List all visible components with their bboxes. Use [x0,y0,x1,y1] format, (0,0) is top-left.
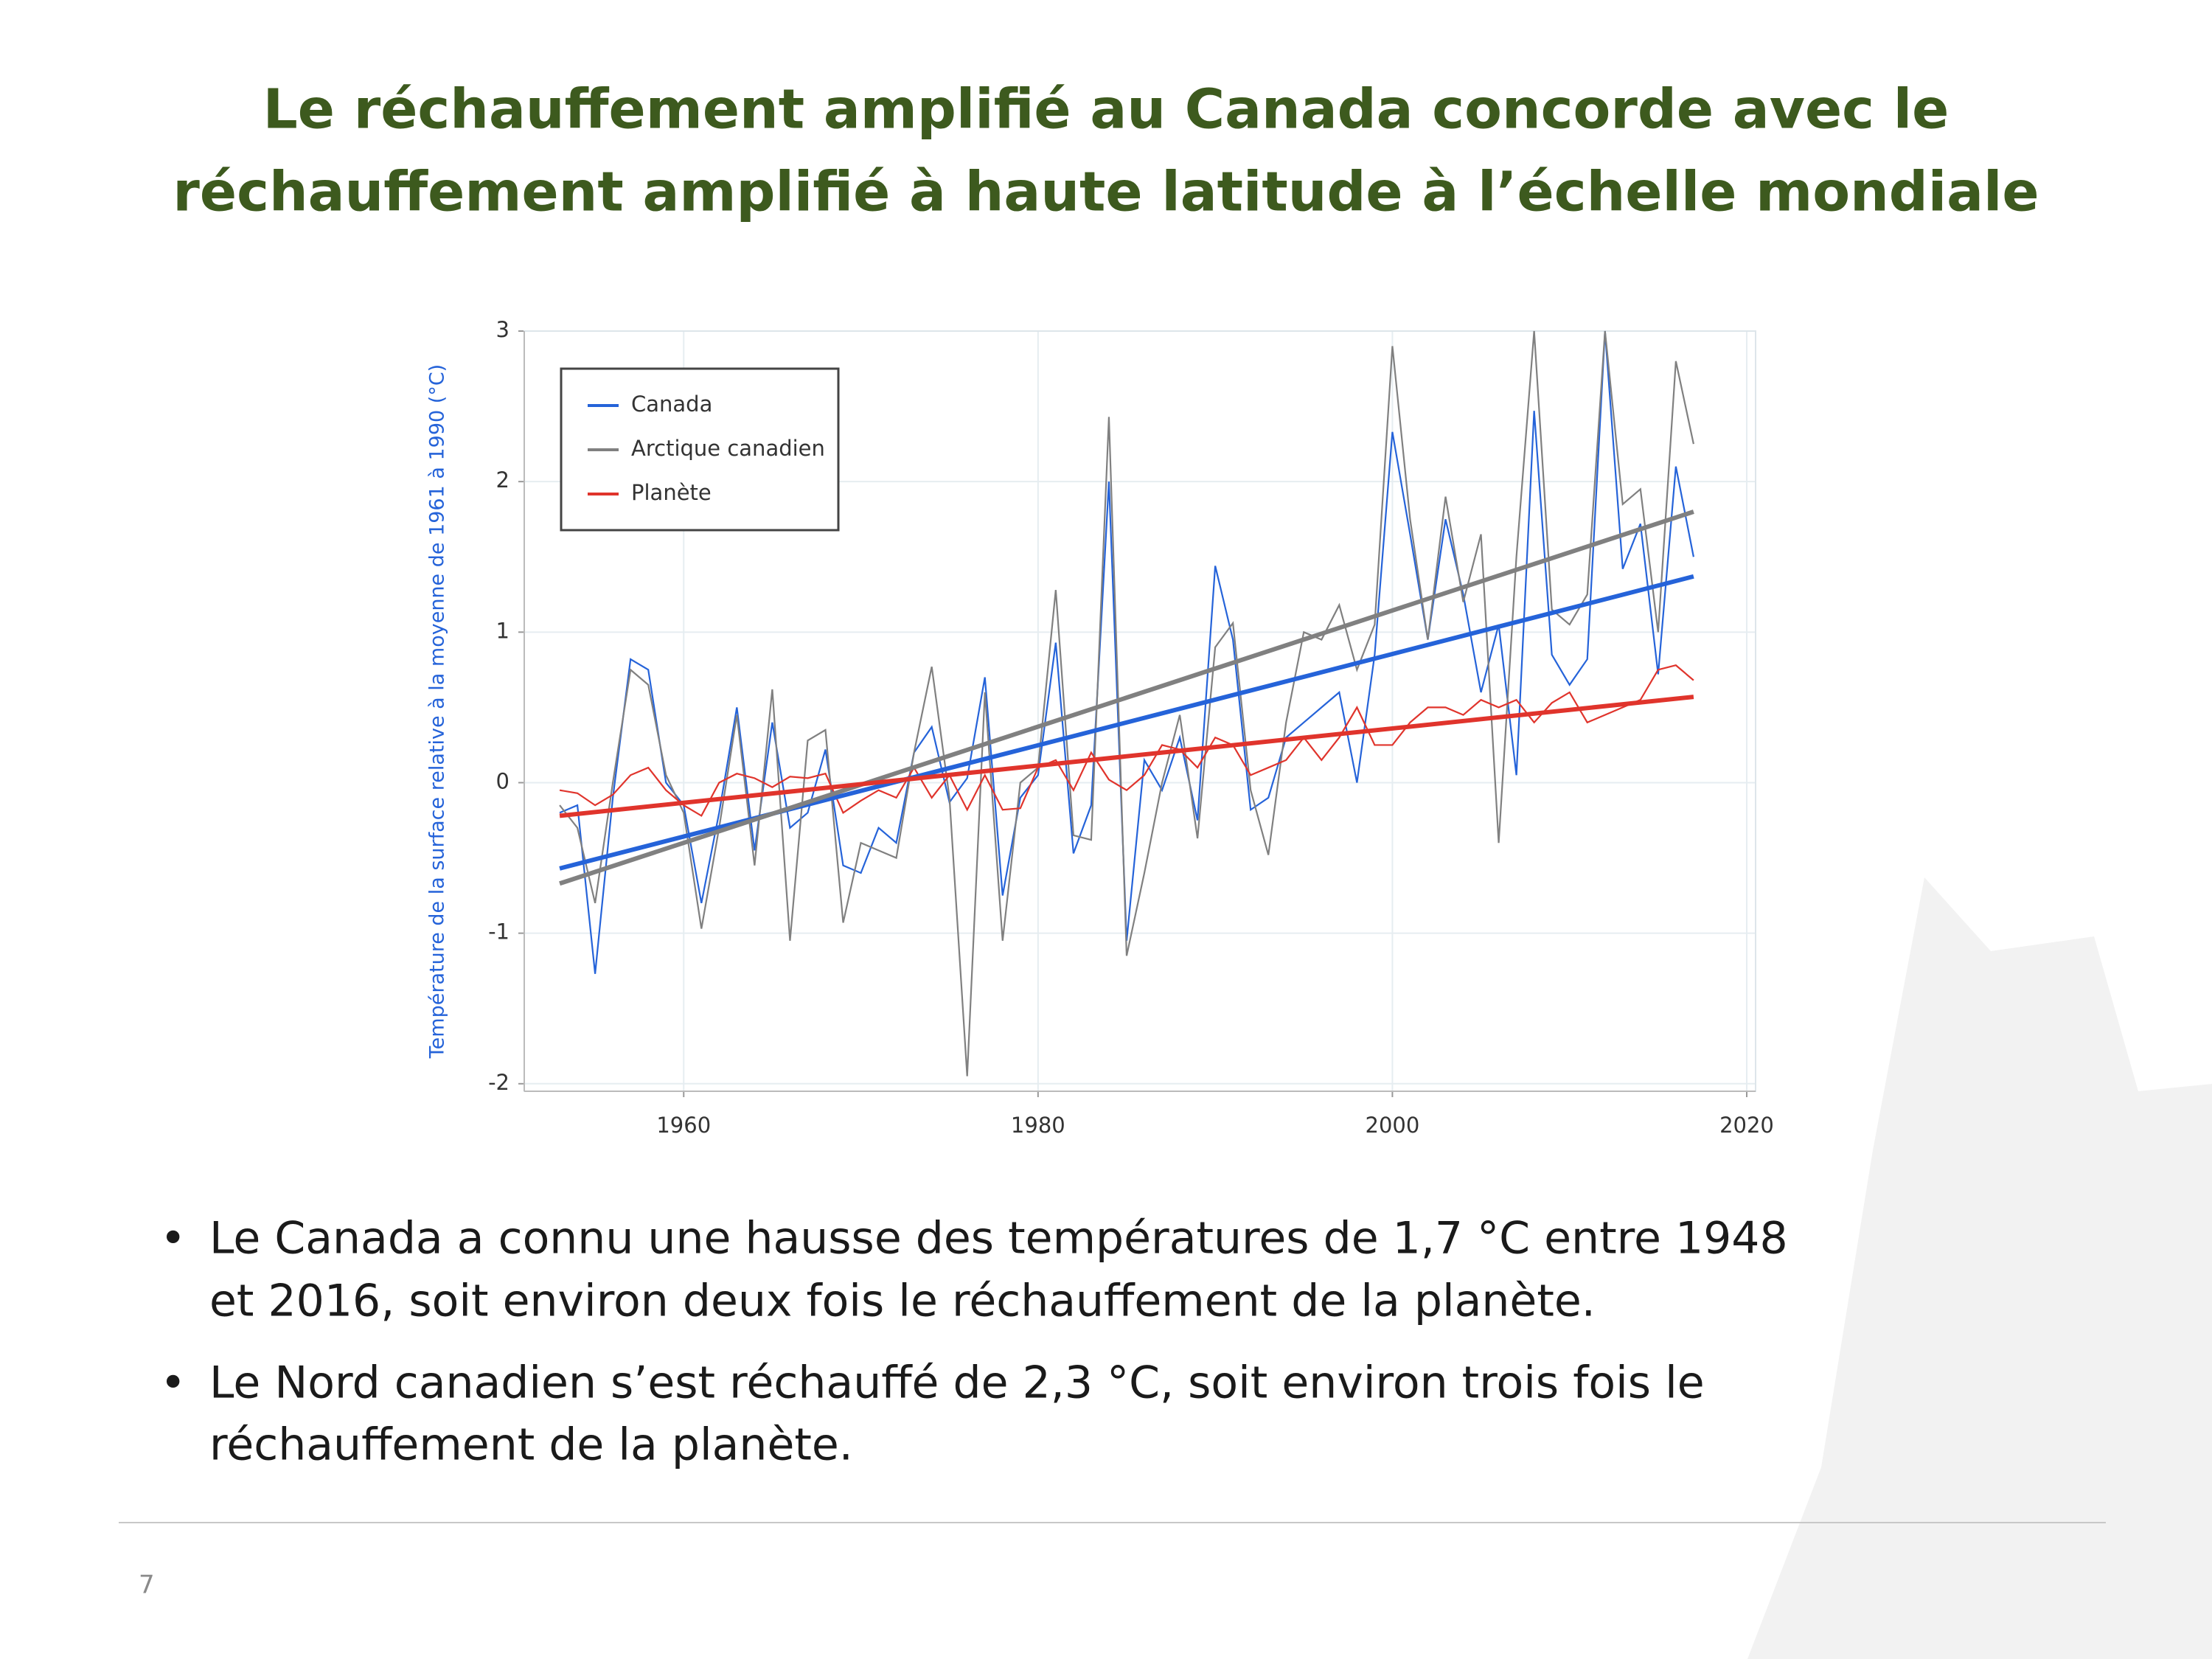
x-tick-label: 2000 [1366,1113,1420,1138]
legend-label: Planète [631,480,712,505]
bullet-dot: • [160,1357,186,1409]
bullet-dot: • [160,1213,186,1265]
x-tick-label: 1960 [656,1113,711,1138]
bullet-text: Le Canada a connu une hausse des tempéra… [209,1213,1788,1265]
series-line [559,664,1694,817]
slide-title: Le réchauffement amplifié au Canada conc… [263,78,1950,142]
x-tick-label: 1980 [1011,1113,1065,1138]
legend-label: Canada [631,392,712,417]
series-line [559,330,1694,1077]
y-axis-label: Température de la surface relative à la … [426,364,449,1059]
y-tick-label: -1 [488,919,509,945]
trend-line [559,574,1694,871]
maple-leaf-bg [1747,877,2212,1659]
y-tick-label: 3 [496,317,509,342]
bullet-text: Le Nord canadien s’est réchauffé de 2,3 … [209,1357,1705,1409]
y-tick-label: 2 [496,467,509,493]
bullet-text: réchauffement de la planète. [209,1419,853,1471]
chart: -2 -1 0 1 2 3 1960 1980 2000 2020 Température de l… [426,317,1774,1138]
page-number: 7 [139,1571,155,1600]
bullet-text: et 2016, soit environ deux fois le récha… [209,1276,1596,1327]
x-tick-label: 2020 [1719,1113,1774,1138]
slide-title: réchauffement amplifié à haute latitude … [173,161,2039,224]
y-tick-label: 0 [496,768,509,793]
legend-label: Arctique canadien [631,436,825,461]
y-tick-label: -2 [488,1070,509,1095]
trend-line [559,509,1694,886]
y-tick-label: 1 [496,618,509,643]
trend-line [559,695,1694,818]
